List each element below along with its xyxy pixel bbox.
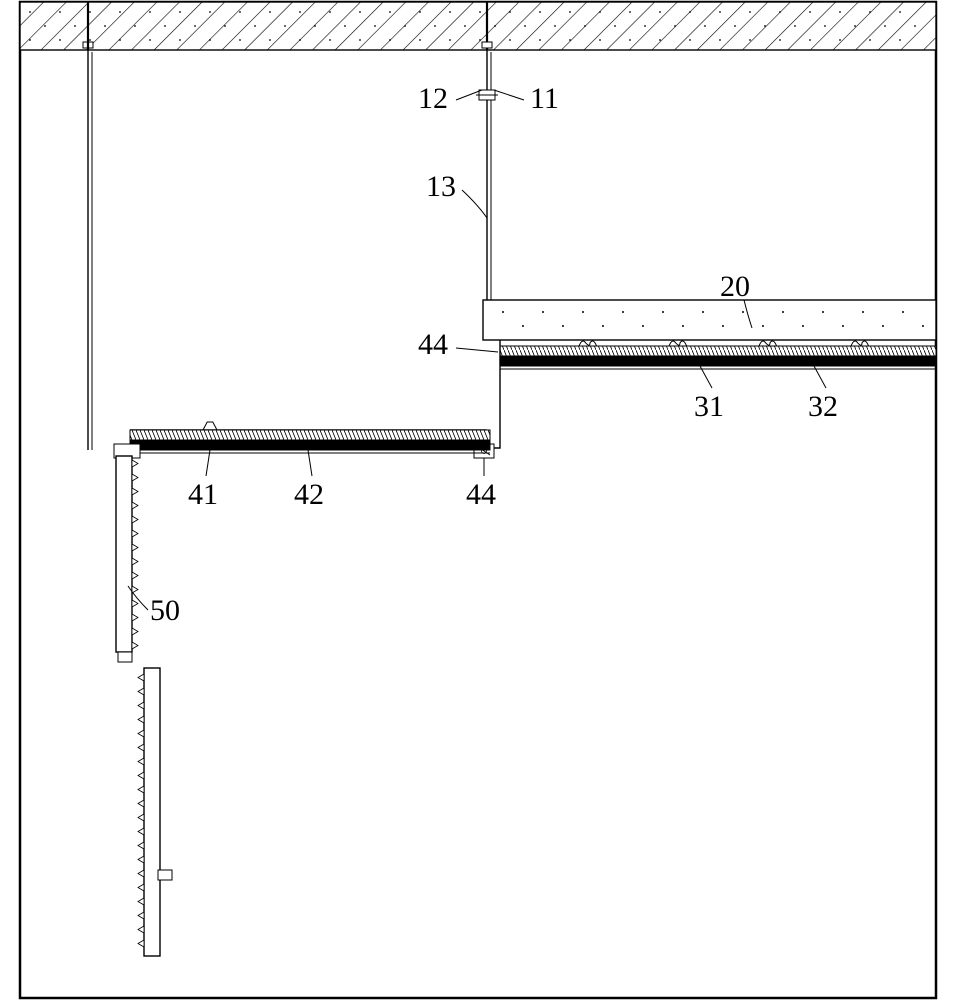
label-44u: 44 (418, 328, 448, 361)
leader-line (308, 450, 312, 476)
main-runner (483, 300, 936, 340)
upper-keel (500, 346, 936, 356)
upper-panel-board (500, 356, 936, 366)
lower-keel (130, 430, 490, 440)
channel-teeth-upper (132, 460, 138, 649)
label-20: 20 (720, 270, 750, 303)
lower-panel-board (130, 440, 490, 450)
label-32: 32 (808, 390, 838, 423)
leader-line (206, 450, 210, 476)
label-12: 12 (418, 82, 448, 115)
anchor-cap-right (482, 42, 492, 48)
label-50: 50 (150, 594, 180, 627)
diagram-svg: 11 12 13 20 44 31 32 41 42 44 50 (0, 0, 956, 1000)
ceiling-slab (20, 2, 936, 50)
lower-clip (203, 422, 217, 430)
omega-clip (579, 341, 597, 346)
label-41: 41 (188, 478, 218, 511)
omega-clip (851, 341, 869, 346)
channel-teeth-lower (138, 674, 144, 947)
leader-line (456, 348, 498, 352)
omega-clip (669, 341, 687, 346)
leader-line (494, 90, 524, 100)
label-44l: 44 (466, 478, 496, 511)
diagram-root: 11 12 13 20 44 31 32 41 42 44 50 (20, 2, 936, 998)
leader-curve (462, 190, 487, 218)
omega-clip (759, 341, 777, 346)
channel-lower-bracket (158, 870, 172, 880)
vertical-channel-upper (116, 456, 132, 652)
label-13: 13 (426, 170, 456, 203)
label-42: 42 (294, 478, 324, 511)
label-11: 11 (530, 82, 559, 115)
label-31: 31 (694, 390, 724, 423)
vertical-channel-lower (144, 668, 160, 956)
channel-mid-bracket (118, 652, 132, 662)
